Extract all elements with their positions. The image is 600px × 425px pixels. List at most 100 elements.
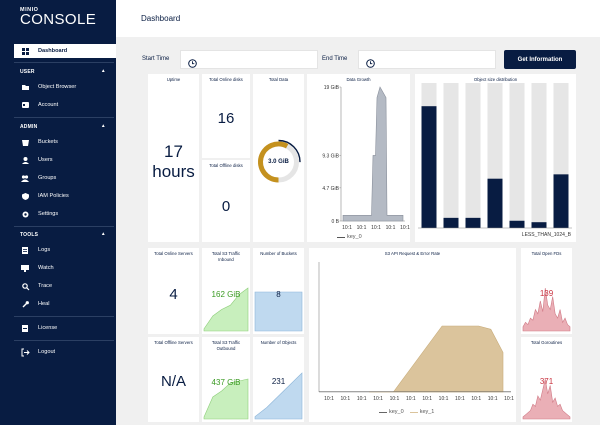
sidebar-item-dashboard[interactable]: Dashboard	[14, 44, 116, 58]
sidebar-item-license[interactable]: License	[14, 321, 116, 335]
data-growth-chart: 0 B 4.7 GiB 9.3 GiB 19 GiB 10:1 10:1 10:1 10:1 1…	[322, 85, 410, 231]
x-tick-label: 10:1	[342, 225, 352, 231]
sidebar-item-object-browser[interactable]: Object Browser	[14, 80, 116, 94]
sparkline-area	[522, 379, 571, 420]
wrench-icon	[20, 300, 30, 308]
objects-card: Number of Objects 231	[253, 337, 304, 422]
s3-outbound-value: 437 GiB	[211, 378, 241, 387]
divider	[14, 340, 114, 341]
legend-key-1[interactable]: key_1	[409, 409, 434, 415]
sidebar-item-heal[interactable]: Heal	[14, 297, 116, 311]
open-fds-value: 139	[539, 289, 554, 298]
card-title: Total Goroutines	[530, 340, 563, 345]
bar	[487, 178, 503, 228]
get-information-button[interactable]: Get Information	[504, 50, 576, 69]
section-user[interactable]: USER ▴	[20, 68, 105, 75]
bar-background	[531, 83, 547, 228]
end-time-input[interactable]	[358, 50, 496, 69]
sidebar-item-logout[interactable]: Logout	[14, 345, 116, 359]
section-tools[interactable]: TOOLS ▴	[20, 231, 105, 238]
search-icon	[20, 282, 30, 290]
sidebar-item-account[interactable]: Account	[14, 98, 116, 112]
sparkline-area	[203, 287, 249, 332]
header: Dashboard	[116, 0, 600, 37]
x-tick-label: 10:1	[406, 396, 416, 402]
chevron-up-icon: ▴	[102, 68, 105, 74]
object-size-distribution-card: Object size distribution LESS_THAN_1024_…	[415, 74, 576, 242]
legend-swatch	[379, 411, 387, 413]
sidebar-item-logs[interactable]: Logs	[14, 243, 116, 257]
x-tick-label: 10:1	[340, 396, 350, 402]
x-tick-label: 10:1	[488, 396, 498, 402]
bar	[531, 222, 547, 228]
divider	[14, 117, 114, 118]
card-title: Total S3 Traffic Outbound	[211, 340, 241, 351]
chevron-up-icon: ▴	[102, 231, 105, 237]
card-title: Uptime	[166, 77, 181, 82]
x-tick-label: 10:1	[455, 396, 465, 402]
sidebar-item-settings[interactable]: Settings	[14, 207, 116, 221]
monitor-icon	[20, 264, 30, 272]
bar	[553, 174, 569, 228]
sidebar-item-trace[interactable]: Trace	[14, 279, 116, 293]
data-growth-card: Data Growth 0 B 4.7 GiB 9.3 GiB 19 GiB 10:1 1…	[307, 74, 410, 242]
bar	[443, 217, 459, 228]
offline-disks-value: 0	[221, 198, 231, 215]
objects-sparkline	[254, 372, 303, 420]
sidebar-item-watch[interactable]: Watch	[14, 261, 116, 275]
online-servers-value: 4	[169, 286, 178, 303]
id-card-icon	[20, 102, 30, 108]
series-key-1-area	[369, 325, 504, 393]
sparkline-area	[254, 372, 303, 420]
y-tick-label: 0 B	[331, 219, 339, 225]
bar-background	[465, 83, 481, 228]
legend-swatch	[409, 411, 418, 413]
legend-key-0[interactable]: key_0	[379, 409, 404, 415]
sidebar-item-iam-policies[interactable]: IAM Policies	[14, 189, 116, 203]
card-title: Total Open FDs	[531, 251, 562, 256]
card-title: Total Offline disks	[209, 163, 243, 168]
x-tick-label: LESS_THAN_1024_B	[522, 232, 572, 238]
bucket-icon	[20, 139, 30, 146]
offline-servers-value: N/A	[160, 373, 186, 390]
open-fds-card: Total Open FDs 139	[521, 248, 572, 334]
x-tick-label: 10:1	[357, 225, 367, 231]
user-icon	[20, 156, 30, 164]
legend-key-0[interactable]: key_0	[337, 234, 362, 240]
start-time-input[interactable]	[180, 50, 318, 69]
total-data-value: 3.0 GiB	[268, 159, 289, 165]
buckets-value: 8	[276, 290, 281, 299]
card-title: Total Offline Servers	[154, 340, 193, 345]
logout-icon	[20, 348, 30, 356]
offline-disks-card: Total Offline disks 0	[202, 160, 250, 242]
card-title: Total Online Servers	[154, 251, 193, 256]
card-title: Data Growth	[346, 77, 371, 82]
offline-servers-card: Total Offline Servers N/A	[148, 337, 199, 422]
uptime-value: 17 hours	[152, 142, 195, 181]
uptime-card: Uptime 17 hours	[148, 74, 199, 242]
bar	[465, 217, 481, 228]
start-time-label: Start Time	[142, 56, 170, 62]
sidebar-item-groups[interactable]: Groups	[14, 171, 116, 185]
total-data-gauge	[256, 139, 301, 185]
series-key-0-area	[342, 86, 404, 222]
s3-api-chart: 10:1 10:1 10:1 10:1 10:1 10:1 10:1 10:1 10:1 10:1…	[318, 262, 514, 402]
goroutines-value: 371	[539, 377, 554, 386]
card-title: Number of Buckets	[260, 251, 297, 256]
x-tick-label: 10:1	[386, 225, 396, 231]
section-admin[interactable]: ADMIN ▴	[20, 123, 105, 130]
sidebar-item-buckets[interactable]: Buckets	[14, 135, 116, 149]
folder-icon	[20, 84, 30, 90]
sidebar-item-users[interactable]: Users	[14, 153, 116, 167]
y-tick-label: 9.3 GiB	[322, 153, 339, 159]
x-tick-label: 10:1	[373, 396, 383, 402]
x-tick-label: 10:1	[400, 225, 410, 231]
x-tick-label: 10:1	[371, 225, 381, 231]
shield-icon	[20, 192, 30, 200]
buckets-sparkline	[254, 291, 303, 332]
bar-background	[443, 83, 459, 228]
minio-console-logo[interactable]: MINIO CONSOLE	[20, 7, 97, 28]
license-icon	[20, 324, 30, 332]
open-fds-sparkline	[522, 287, 571, 332]
gauge-outer-ring	[256, 139, 301, 185]
